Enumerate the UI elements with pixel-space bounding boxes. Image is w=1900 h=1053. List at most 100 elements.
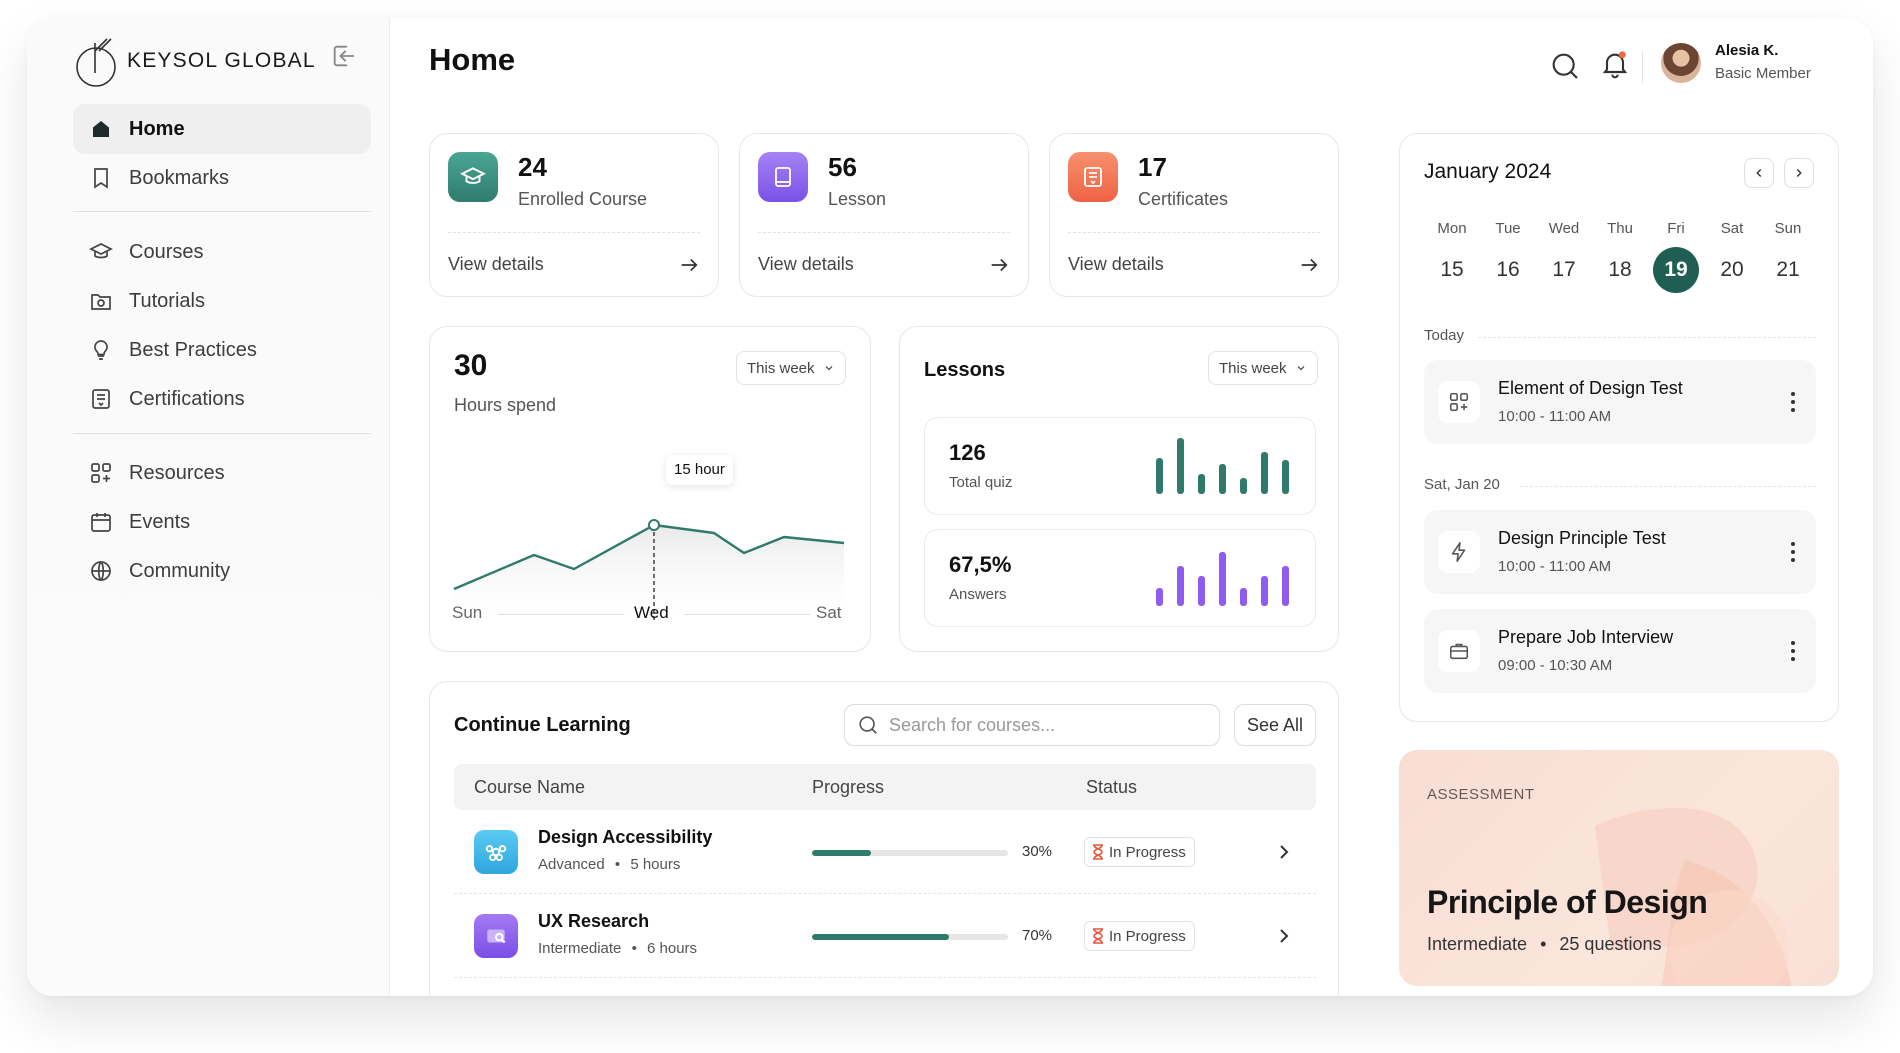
sidebar-item-label: Best Practices [129, 338, 257, 361]
assessment-meta: Intermediate • 25 questions [1427, 934, 1661, 955]
meta-dot: • [614, 856, 621, 873]
column-header: Course Name [474, 777, 586, 797]
view-details-link[interactable]: View details [1068, 254, 1164, 274]
sparkline-bar [1219, 464, 1226, 494]
table-row[interactable]: UX Research Intermediate • 6 hours 70% I… [454, 894, 1316, 978]
sidebar: KEYSOL GLOBAL Home Bookmarks Courses Tut… [27, 18, 390, 996]
course-meta: Intermediate • 6 hours [538, 940, 697, 957]
calendar-next-button[interactable] [1784, 158, 1814, 188]
sidebar-item-resources[interactable]: Resources [73, 448, 371, 498]
arrow-right-icon[interactable] [988, 254, 1010, 276]
axis-line [684, 614, 810, 615]
hours-value: 30 [454, 349, 488, 382]
sidebar-item-home[interactable]: Home [73, 104, 371, 154]
event-item[interactable]: Prepare Job Interview 09:00 - 10:30 AM [1424, 609, 1816, 693]
more-vertical-icon[interactable] [1790, 639, 1796, 663]
sidebar-item-events[interactable]: Events [73, 497, 371, 547]
sparkline-bar [1156, 458, 1163, 494]
avatar[interactable] [1661, 43, 1701, 83]
arrow-right-icon[interactable] [678, 254, 700, 276]
calendar-day[interactable]: 17 [1552, 258, 1576, 281]
hours-card: 30 Hours spend This week 15 hour Sun Wed… [429, 326, 871, 652]
brand-logo[interactable]: KEYSOL GLOBAL [73, 26, 316, 96]
search-icon [859, 716, 877, 734]
sidebar-item-tutorials[interactable]: Tutorials [73, 276, 371, 326]
calendar-day-selected[interactable]: 19 [1653, 247, 1699, 293]
event-item[interactable]: Design Principle Test 10:00 - 11:00 AM [1424, 510, 1816, 594]
user-name: Alesia K. [1715, 42, 1779, 59]
more-vertical-icon[interactable] [1790, 390, 1796, 414]
chevron-right-icon[interactable] [1272, 840, 1296, 864]
chart-tooltip: 15 hour [666, 455, 733, 485]
see-all-button[interactable]: See All [1234, 704, 1316, 746]
grid-plus-icon [1438, 381, 1480, 423]
progress-bar [812, 934, 1008, 940]
continue-learning-card: Continue Learning See All Course Name Pr… [429, 681, 1339, 996]
calendar-icon [91, 513, 111, 532]
sidebar-item-label: Tutorials [129, 289, 205, 312]
event-section-label: Sat, Jan 20 [1424, 476, 1500, 493]
sparkline-bar [1240, 478, 1247, 494]
sidebar-item-bookmarks[interactable]: Bookmarks [73, 153, 371, 203]
total-quiz-value: 126 [949, 440, 986, 465]
select-value: This week [747, 359, 815, 377]
status-label: In Progress [1109, 843, 1186, 861]
sparkline-bar [1282, 566, 1289, 606]
weekday-label: Sun [1774, 220, 1802, 237]
calendar-day[interactable]: 20 [1720, 258, 1744, 281]
search-input[interactable] [889, 714, 1209, 736]
header-separator [1642, 51, 1643, 83]
lightning-icon [1438, 531, 1480, 573]
hours-period-select[interactable]: This week [736, 351, 846, 385]
globe-icon [91, 561, 111, 581]
calendar-prev-button[interactable] [1744, 158, 1774, 188]
chevron-right-icon[interactable] [1272, 924, 1296, 948]
logout-icon[interactable] [330, 42, 358, 70]
view-details-link[interactable]: View details [448, 254, 544, 274]
sidebar-item-label: Home [129, 117, 185, 140]
sidebar-item-courses[interactable]: Courses [73, 227, 371, 277]
calendar-day[interactable]: 15 [1440, 258, 1464, 281]
sparkline-bar [1156, 588, 1163, 606]
event-title: Design Principle Test [1498, 528, 1666, 548]
stat-card-lesson: 56 Lesson View details [739, 133, 1029, 297]
assessment-card[interactable]: ASSESSMENT Principle of Design Intermedi… [1399, 750, 1839, 986]
sidebar-item-community[interactable]: Community [73, 546, 371, 596]
course-level: Intermediate [538, 940, 622, 957]
page-title: Home [429, 42, 516, 77]
card-divider [1068, 232, 1320, 233]
total-quiz-label: Total quiz [949, 474, 1013, 491]
assessment-questions: 25 questions [1559, 934, 1662, 954]
x-axis-label: Wed [634, 603, 669, 622]
course-meta: Advanced • 5 hours [538, 856, 680, 873]
sidebar-item-label: Events [129, 510, 191, 533]
calendar-day[interactable]: 21 [1776, 258, 1800, 281]
grid-plus-icon [91, 463, 111, 483]
assessment-decoration [1595, 807, 1791, 986]
view-details-link[interactable]: View details [758, 254, 854, 274]
calendar-day[interactable]: 18 [1608, 258, 1632, 281]
notification-bell-icon[interactable] [1599, 48, 1631, 80]
course-duration: 5 hours [630, 856, 681, 873]
stat-label: Lesson [828, 189, 887, 209]
graduation-cap-icon [89, 243, 113, 259]
sparkline-bar [1198, 576, 1205, 606]
search-icon[interactable] [1549, 50, 1581, 82]
event-time: 09:00 - 10:30 AM [1498, 657, 1613, 674]
calendar-day[interactable]: 16 [1496, 258, 1520, 281]
table-row[interactable]: Design Accessibility Advanced • 5 hours … [454, 810, 1316, 894]
x-axis-label: Sun [452, 603, 483, 622]
event-item[interactable]: Element of Design Test 10:00 - 11:00 AM [1424, 360, 1816, 444]
arrow-right-icon[interactable] [1298, 254, 1320, 276]
sparkline-bar [1177, 438, 1184, 494]
calendar-month: January 2024 [1424, 160, 1552, 183]
sparkline-bar [1261, 452, 1268, 494]
chevron-right-icon [1796, 169, 1802, 177]
more-vertical-icon[interactable] [1790, 540, 1796, 564]
lessons-period-select[interactable]: This week [1208, 351, 1318, 385]
assessment-title: Principle of Design [1427, 884, 1708, 920]
meta-dot: • [631, 940, 637, 957]
sidebar-item-best-practices[interactable]: Best Practices [73, 325, 371, 375]
course-search[interactable] [844, 704, 1220, 746]
sidebar-item-certifications[interactable]: Certifications [73, 374, 371, 424]
